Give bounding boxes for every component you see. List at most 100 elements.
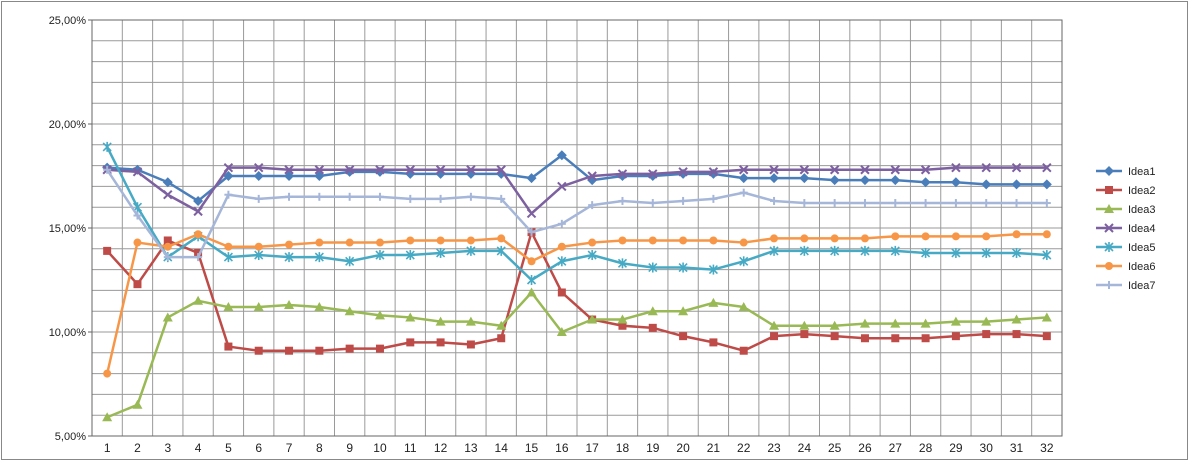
legend-marker (1104, 204, 1114, 213)
data-point-idea4 (981, 162, 991, 173)
data-point-idea4 (254, 162, 264, 173)
x-axis: 1 2 3 4 5 6 7 8 9 10 11 12 13 14 15 16 17 18 19 20 21 22 23 24 2… (104, 441, 1054, 455)
marker-stroke (526, 208, 537, 219)
data-point-idea2 (254, 346, 263, 355)
data-point-idea1 (981, 179, 992, 190)
data-point-idea4 (769, 165, 779, 175)
data-point-idea2 (830, 332, 839, 341)
series-line-idea5 (106, 146, 1047, 282)
y-tick-label: 5,00% (55, 431, 86, 443)
data-point-idea7 (406, 194, 415, 203)
x-tick-label: 12 (434, 441, 448, 455)
marker-stroke (405, 165, 415, 175)
y-tick-label: 25,00% (49, 15, 87, 27)
marker-stroke (375, 165, 385, 175)
data-point-idea6 (103, 369, 112, 378)
data-point-idea3 (950, 316, 961, 326)
data-point-idea3 (617, 314, 628, 324)
data-point-idea6 (1042, 230, 1051, 239)
data-point-idea3 (708, 297, 719, 307)
marker-stroke (678, 167, 688, 177)
data-point-idea6 (406, 236, 415, 245)
data-point-idea7 (618, 196, 627, 205)
data-point-idea7 (891, 199, 900, 208)
series-idea5 (102, 141, 1052, 285)
data-point-idea4 (829, 165, 840, 175)
marker-stroke (314, 165, 325, 175)
data-point-idea6 (224, 242, 233, 251)
x-tick-label: 26 (858, 441, 872, 455)
data-point-idea7 (345, 192, 354, 201)
marker-stroke (1104, 223, 1114, 233)
data-point-idea2 (103, 246, 112, 255)
series-idea6 (103, 230, 1051, 378)
data-point-idea7 (466, 192, 475, 201)
marker-stroke (435, 165, 446, 175)
data-point-idea6 (588, 238, 597, 247)
marker-stroke (254, 162, 264, 173)
y-axis: 5,00% 10,00% 15,00% 20,00% 25,00% (49, 15, 92, 443)
data-point-idea6 (982, 232, 991, 241)
data-point-idea6 (133, 238, 142, 247)
data-point-idea6 (194, 230, 203, 239)
data-point-idea5 (981, 247, 991, 258)
x-tick-label: 2 (134, 441, 141, 455)
data-point-idea7 (133, 211, 142, 220)
marker-stroke (890, 165, 900, 175)
data-point-idea7 (648, 199, 657, 208)
data-point-idea2 (224, 342, 233, 351)
marker-stroke (163, 190, 173, 200)
marker-stroke (1011, 162, 1022, 173)
data-point-idea4 (496, 165, 506, 175)
data-point-idea3 (284, 299, 295, 309)
data-point-idea3 (374, 310, 385, 320)
data-point-idea2 (800, 330, 809, 339)
data-point-idea2 (921, 334, 930, 343)
y-tick-label: 10,00% (49, 327, 87, 339)
marker-stroke (1042, 162, 1052, 173)
data-point-idea5 (405, 250, 415, 261)
data-point-idea3 (526, 287, 537, 297)
data-point-idea3 (678, 306, 689, 316)
data-point-idea3 (647, 306, 658, 316)
legend-item-idea7: Idea7 (1096, 280, 1156, 292)
data-point-idea2 (133, 280, 142, 289)
marker-stroke (769, 165, 779, 175)
x-tick-label: 28 (919, 441, 933, 455)
data-point-idea1 (769, 173, 780, 184)
data-point-idea6 (709, 236, 718, 245)
x-tick-label: 27 (889, 441, 903, 455)
data-point-idea2 (345, 344, 354, 353)
x-tick-label: 11 (404, 441, 417, 455)
data-point-idea6 (860, 234, 869, 243)
data-point-idea5 (739, 256, 749, 267)
data-point-idea5 (496, 245, 506, 256)
data-point-idea6 (345, 238, 354, 247)
data-point-idea4 (526, 208, 537, 219)
data-point-idea3 (435, 316, 446, 326)
data-point-idea2 (739, 346, 748, 355)
x-tick-label: 6 (255, 441, 262, 455)
x-tick-label: 22 (737, 441, 751, 455)
legend-marker (1104, 223, 1114, 233)
legend-item-idea4: Idea4 (1096, 223, 1156, 235)
data-point-idea7 (254, 194, 263, 203)
y-tick-label: 20,00% (49, 119, 87, 131)
data-point-idea4 (1042, 162, 1052, 173)
legend: Idea1 Idea2 Idea3 Idea4 Idea5 Idea6 Idea7 (1096, 166, 1156, 292)
series-line-idea6 (105, 232, 1047, 374)
legend-marker (1105, 262, 1113, 270)
marker-stroke (739, 165, 749, 175)
data-point-idea7 (982, 199, 991, 208)
legend-label: Idea7 (1128, 280, 1156, 292)
data-point-idea4 (466, 165, 476, 175)
marker-stroke (708, 167, 719, 177)
marker-stroke (132, 167, 143, 177)
data-point-idea4 (344, 165, 355, 175)
series-line-idea1 (107, 153, 1047, 203)
data-point-idea2 (770, 332, 779, 341)
x-tick-label: 14 (495, 441, 509, 455)
data-point-idea1 (162, 177, 173, 188)
data-point-idea3 (223, 302, 234, 312)
legend-marker (1104, 242, 1114, 252)
